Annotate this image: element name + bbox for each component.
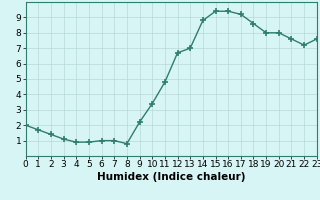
X-axis label: Humidex (Indice chaleur): Humidex (Indice chaleur) [97,172,245,182]
